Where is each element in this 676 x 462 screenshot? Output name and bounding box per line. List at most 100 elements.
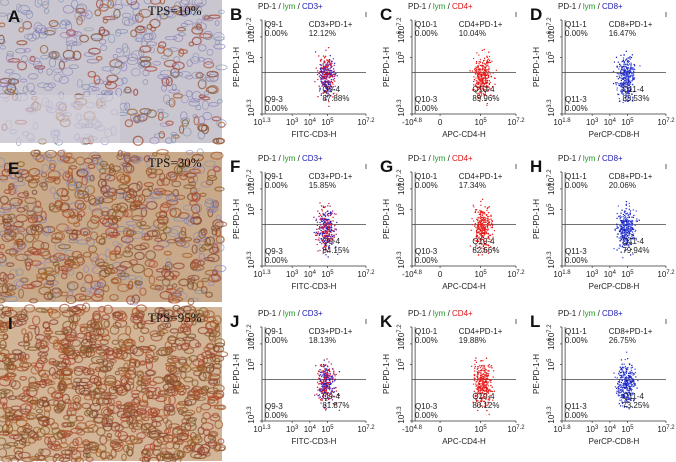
quadrant-percent: 16.47% <box>609 29 636 38</box>
quadrant-percent: 0.00% <box>265 256 288 265</box>
y-tick-label: 106 <box>247 337 256 350</box>
x-tick-label: 101.3 <box>253 425 271 434</box>
y-axis-label: PE-PD-1-H <box>232 47 241 87</box>
x-tick-label: 107.2 <box>657 118 675 127</box>
quadrant-percent: 0.00% <box>565 256 588 265</box>
x-tick-label: 107.2 <box>357 270 375 279</box>
y-tick-label: 107.2 <box>397 324 406 342</box>
flow-plot: L PD-1 / lym / CD8+PE-PD-1-H107.210610510… <box>530 309 675 446</box>
y-tick-label: 107.2 <box>397 169 406 187</box>
quadrant-name: CD3+PD-1+ <box>309 172 353 181</box>
quadrant-name: Q10-3 <box>415 95 438 104</box>
quadrant-name: Q9-3 <box>265 95 283 104</box>
quadrant-percent: 10.04% <box>459 29 486 38</box>
quadrant-name: Q11-3 <box>565 95 587 104</box>
y-tick-label: 103.3 <box>547 99 556 117</box>
flow-plot: H PD-1 / lym / CD8+PE-PD-1-H107.210610510… <box>530 154 675 291</box>
tps-label: TPS=95% <box>148 310 202 325</box>
panel-letter: H <box>530 157 542 176</box>
quadrant-percent: 0.00% <box>265 411 288 420</box>
y-tick-label: 103.3 <box>547 406 556 424</box>
x-tick-label: 103 <box>586 270 599 279</box>
y-tick-label: 107.2 <box>547 324 556 342</box>
plot-title: PD-1 / lym / CD8+ <box>558 2 623 11</box>
x-tick-label: 105 <box>475 270 488 279</box>
flow-plot: G PD-1 / lym / CD4+PE-PD-1-H107.210610510… <box>380 154 525 291</box>
panel-letter: B <box>230 5 242 24</box>
quadrant-percent: 0.00% <box>565 29 588 38</box>
y-tick-label: 103.3 <box>247 406 256 424</box>
x-tick-label: 105 <box>321 425 334 434</box>
x-tick-label: 104 <box>604 270 617 279</box>
y-tick-label: 103.3 <box>397 406 406 424</box>
y-tick-label: 103.3 <box>547 251 556 269</box>
quadrant-percent: 0.00% <box>565 336 588 345</box>
x-tick-label: 104 <box>304 118 317 127</box>
x-tick-label: 105 <box>621 270 634 279</box>
y-tick-label: 105 <box>397 203 406 216</box>
quadrant-percent: 18.13% <box>309 336 336 345</box>
quadrant-name: CD8+PD-1+ <box>609 20 653 29</box>
x-axis-label: APC-CD4-H <box>442 130 486 139</box>
quadrant-percent: 0.00% <box>265 104 288 113</box>
x-tick-label: 101.3 <box>253 270 271 279</box>
y-tick-label: 105 <box>397 51 406 64</box>
quadrant-percent: 0.00% <box>415 181 438 190</box>
quadrant-percent: 15.85% <box>309 181 336 190</box>
x-tick-label: 101.8 <box>553 425 571 434</box>
y-tick-label: 107.2 <box>247 169 256 187</box>
panel-letter: E <box>8 159 19 178</box>
quadrant-name: CD8+PD-1+ <box>609 172 653 181</box>
quadrant-name: Q10-1 <box>415 20 438 29</box>
plot-title: PD-1 / lym / CD4+ <box>408 309 473 318</box>
x-tick-label: 0 <box>438 425 443 434</box>
y-tick-label: 103.3 <box>247 251 256 269</box>
ihc-image <box>0 302 229 462</box>
quadrant-percent: 0.00% <box>265 29 288 38</box>
quadrant-name: Q9-3 <box>265 402 283 411</box>
y-tick-label: 107.2 <box>247 17 256 35</box>
y-tick-label: 107.2 <box>247 324 256 342</box>
x-tick-label: 107.2 <box>507 118 525 127</box>
panel-letter: I <box>8 314 13 333</box>
panel-letter: K <box>380 312 393 331</box>
quadrant-percent: 0.00% <box>565 411 588 420</box>
y-tick-label: 106 <box>397 182 406 195</box>
y-axis-label: PE-PD-1-H <box>532 47 541 87</box>
y-tick-label: 107.2 <box>397 17 406 35</box>
quadrant-name: Q10-3 <box>415 247 438 256</box>
panel-letter: A <box>8 7 20 26</box>
plot-title: PD-1 / lym / CD3+ <box>258 154 323 163</box>
quadrant-name: Q9-4 <box>322 237 340 246</box>
quadrant-percent: 17.34% <box>459 181 486 190</box>
quadrant-percent: 83.53% <box>622 94 649 103</box>
flow-plot: K PD-1 / lym / CD4+PE-PD-1-H107.210610510… <box>380 309 525 446</box>
panel-letter: J <box>230 312 239 331</box>
quadrant-percent: 0.00% <box>415 104 438 113</box>
y-tick-label: 103.3 <box>397 99 406 117</box>
tps-label: TPS=10% <box>148 3 202 18</box>
quadrant-percent: 0.00% <box>565 181 588 190</box>
quadrant-percent: 89.96% <box>472 94 499 103</box>
quadrant-name: Q11-1 <box>565 20 587 29</box>
ihc-image <box>0 0 228 147</box>
x-tick-label: 105 <box>475 118 488 127</box>
x-axis-label: FITC-CD3-H <box>292 282 337 291</box>
quadrant-name: Q9-4 <box>322 85 340 94</box>
plot-title: PD-1 / lym / CD4+ <box>408 154 473 163</box>
panel-letter: F <box>230 157 240 176</box>
y-axis-label: PE-PD-1-H <box>232 354 241 394</box>
x-tick-label: 107.2 <box>507 270 525 279</box>
quadrant-name: CD8+PD-1+ <box>609 327 653 336</box>
y-tick-label: 106 <box>247 182 256 195</box>
x-axis-label: PerCP-CD8-H <box>589 130 640 139</box>
y-tick-label: 105 <box>547 51 556 64</box>
x-tick-label: 105 <box>475 425 488 434</box>
x-tick-label: 101.8 <box>553 270 571 279</box>
quadrant-name: Q9-1 <box>265 20 283 29</box>
quadrant-name: CD4+PD-1+ <box>459 20 503 29</box>
quadrant-percent: 0.00% <box>565 104 588 113</box>
y-tick-label: 103.3 <box>247 99 256 117</box>
y-tick-label: 105 <box>547 358 556 371</box>
quadrant-percent: 73.25% <box>622 401 649 410</box>
